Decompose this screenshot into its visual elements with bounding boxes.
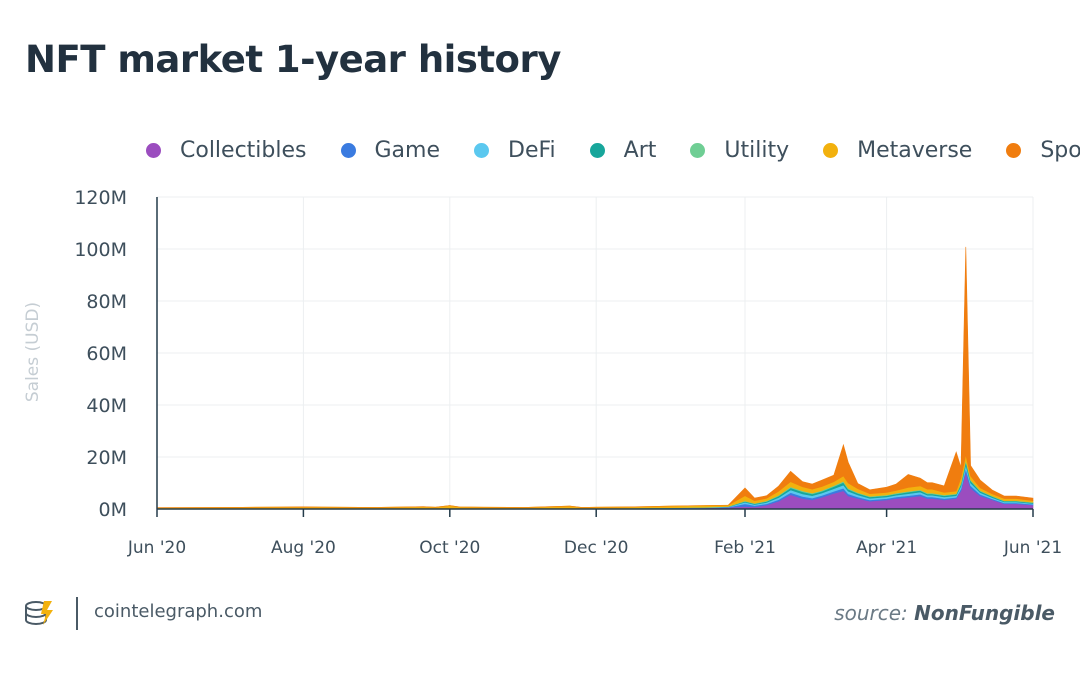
legend-item-sports[interactable]: Sports [1006, 138, 1080, 163]
x-tick-label: Dec '20 [564, 538, 629, 558]
legend-dot [589, 142, 605, 158]
y-tick-label: 100M [74, 239, 127, 261]
legend-dot [340, 142, 356, 158]
legend-item-game[interactable]: Game [340, 137, 441, 163]
x-tick-label: Feb '21 [714, 538, 776, 558]
footer-site-link[interactable]: cointelegraph.com [94, 601, 263, 622]
area-series-sports [156, 246, 1034, 508]
x-tick-label: Jun '21 [1003, 538, 1062, 558]
source-prefix: source: [834, 601, 908, 625]
legend-dot [823, 142, 839, 158]
cointelegraph-logo-icon [22, 597, 58, 635]
legend-item-utility[interactable]: Utility [690, 138, 789, 163]
x-tick-label: Aug '20 [271, 538, 336, 558]
legend-label: Metaverse [857, 137, 973, 163]
legend-label: DeFi [508, 137, 556, 163]
y-tick-label: 20M [86, 447, 127, 469]
x-tick-label: Jun '20 [127, 538, 186, 558]
legend-label: Utility [724, 137, 790, 163]
source-name: NonFungible [914, 601, 1055, 625]
footer-source: source: NonFungible [834, 601, 1055, 625]
legend-label: Collectibles [180, 137, 307, 163]
legend-dot [474, 142, 489, 158]
y-tick-label: 60M [86, 343, 127, 365]
legend-item-art[interactable]: Art [589, 137, 657, 163]
legend-dot [690, 142, 706, 158]
y-tick-label: 40M [86, 395, 127, 417]
x-tick-label: Oct '20 [419, 538, 480, 558]
legend-item-defi[interactable]: DeFi [474, 138, 556, 163]
legend-label: Art [623, 137, 657, 163]
x-tick-label: Apr '21 [856, 538, 917, 558]
chart-legend: Collectibles Game DeFi Art Utility Metaverse S… [146, 134, 1080, 166]
y-tick-label: 80M [86, 291, 127, 313]
legend-dot [146, 142, 161, 158]
footer-divider [76, 597, 78, 630]
y-tick-label: 0M [99, 499, 127, 521]
legend-item-collectibles[interactable]: Collectibles [146, 138, 307, 163]
chart-title: NFT market 1-year history [25, 38, 561, 81]
y-tick-label: 120M [74, 187, 127, 209]
legend-item-metaverse[interactable]: Metaverse [823, 138, 972, 163]
legend-label: Sports [1040, 137, 1080, 163]
legend-label: Game [374, 137, 441, 163]
legend-dot [1006, 142, 1022, 158]
